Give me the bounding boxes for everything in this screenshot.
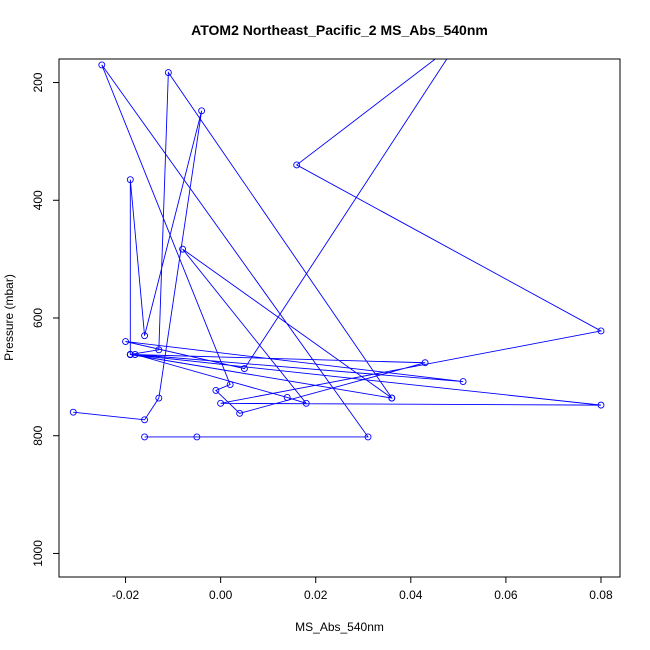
- x-tick-label: 0.08: [589, 588, 613, 602]
- chart-title: ATOM2 Northeast_Pacific_2 MS_Abs_540nm: [191, 22, 488, 38]
- x-tick-label: -0.02: [112, 588, 140, 602]
- data-point: [240, 365, 248, 373]
- y-tick-label: 400: [31, 190, 45, 210]
- data-point: [193, 433, 201, 441]
- data-point: [155, 346, 163, 354]
- data-point: [597, 327, 605, 335]
- plot-area: [69, 38, 605, 441]
- data-point: [69, 408, 77, 416]
- data-point: [283, 394, 291, 401]
- data-point: [198, 107, 206, 115]
- x-tick-label: 0.02: [304, 588, 328, 602]
- data-point: [455, 38, 461, 44]
- x-tick-label: 0.04: [399, 588, 423, 602]
- y-tick-label: 800: [31, 425, 45, 445]
- data-point: [597, 401, 605, 409]
- y-axis-label: Pressure (mbar): [2, 274, 16, 361]
- y-tick-label: 600: [31, 308, 45, 328]
- x-tick-label: 0.00: [209, 588, 233, 602]
- data-point: [421, 359, 429, 367]
- data-point: [217, 399, 225, 407]
- data-point: [293, 161, 301, 169]
- data-point: [388, 394, 396, 402]
- y-tick-label: 1000: [31, 540, 45, 567]
- data-point: [141, 332, 149, 340]
- data-point: [141, 416, 149, 424]
- data-point: [131, 351, 139, 358]
- data-point: [212, 386, 220, 394]
- plot-frame: [58, 58, 621, 578]
- data-point: [226, 381, 234, 388]
- data-point: [164, 69, 172, 76]
- data-point: [126, 176, 134, 184]
- data-point: [302, 399, 310, 407]
- data-point: [98, 61, 106, 69]
- x-axis: -0.02 0.00 0.02 0.04 0.06 0.08: [112, 577, 613, 602]
- data-point: [459, 378, 467, 386]
- data-point: [155, 394, 163, 402]
- series-line: [73, 59, 603, 438]
- data-point: [141, 433, 149, 441]
- data-point: [179, 245, 187, 253]
- y-tick-label: 200: [31, 72, 45, 92]
- x-axis-label: MS_Abs_540nm: [295, 620, 384, 634]
- x-tick-label: 0.06: [494, 588, 518, 602]
- data-point: [126, 351, 134, 358]
- y-axis: 200 400 600 800 1000: [31, 72, 59, 567]
- data-point: [122, 338, 130, 345]
- data-point: [364, 433, 372, 441]
- data-point: [236, 409, 244, 417]
